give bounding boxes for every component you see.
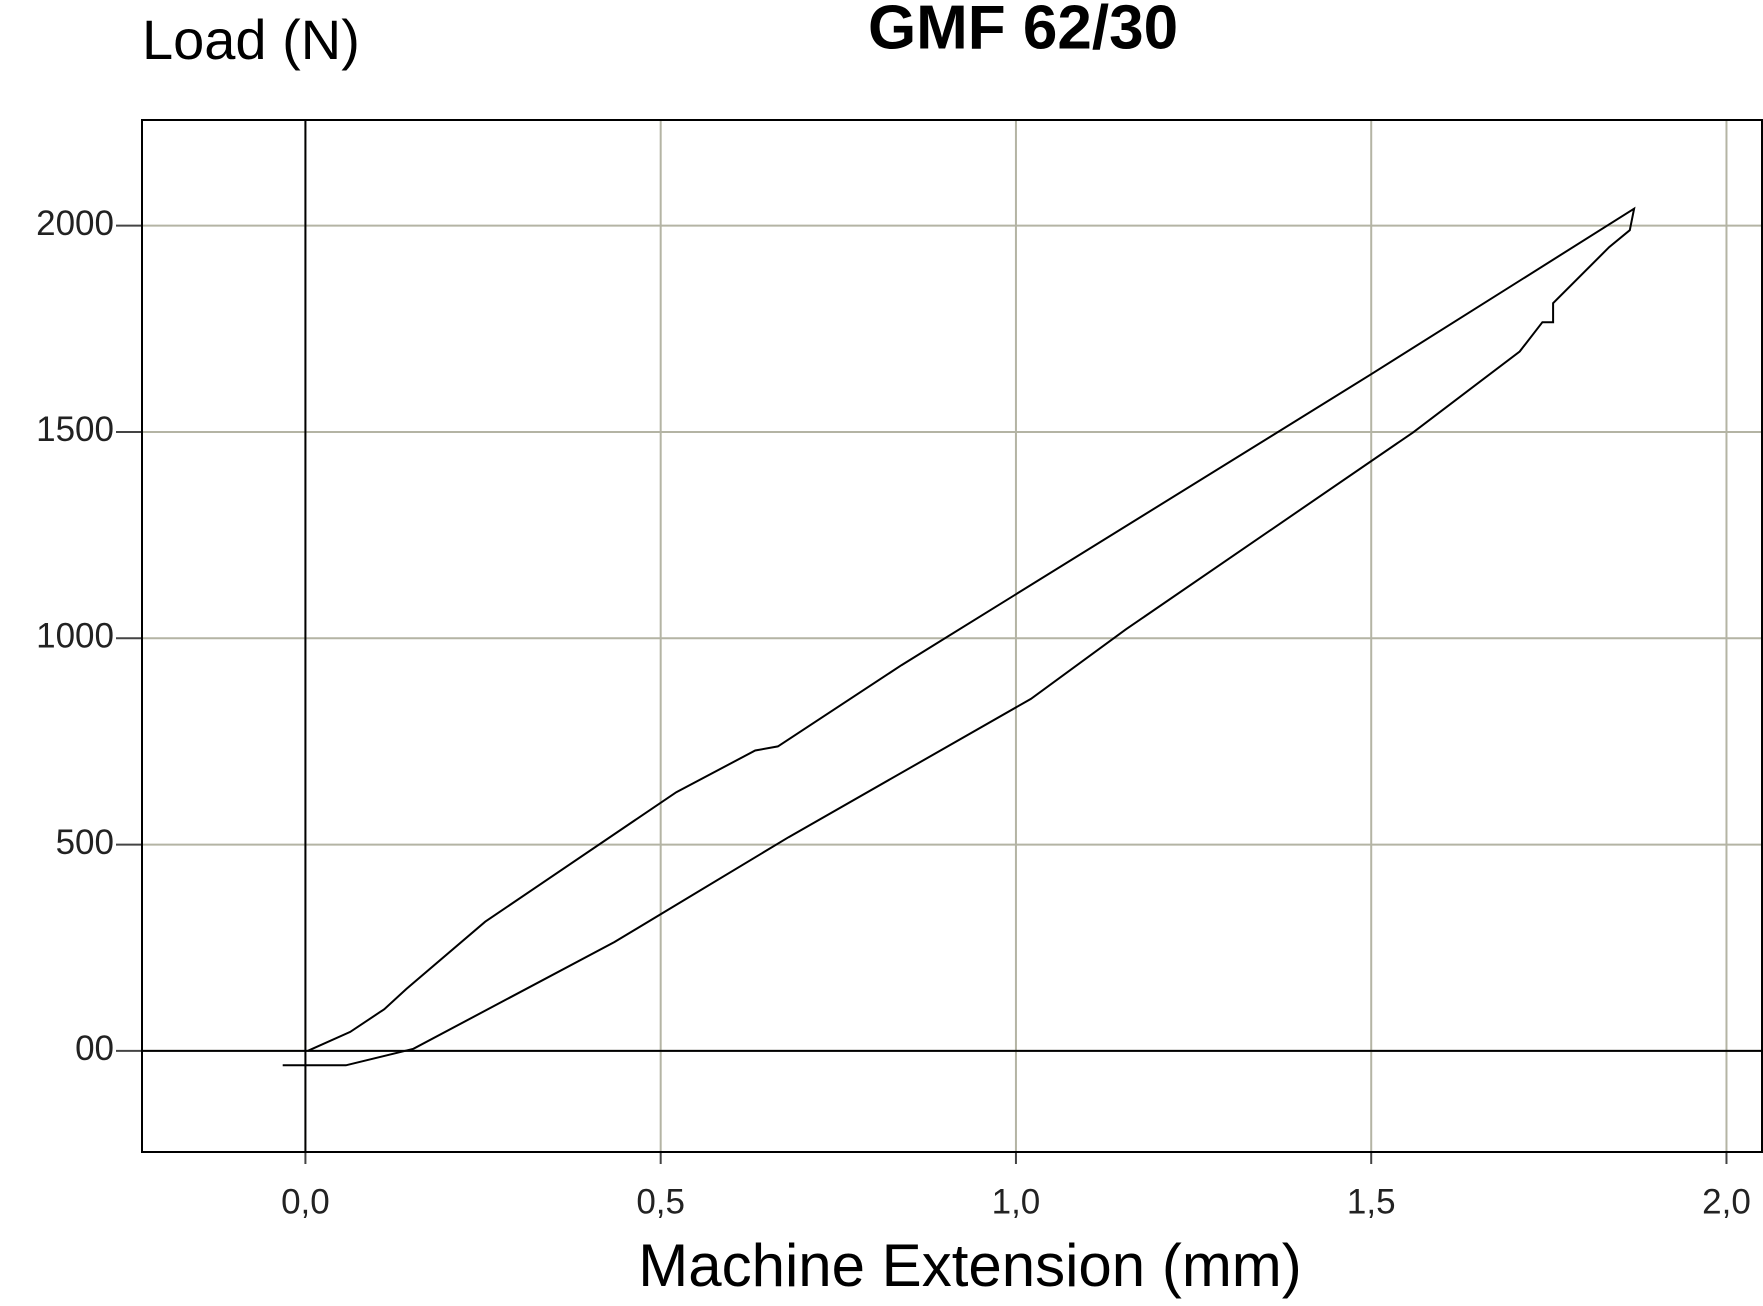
data-line <box>282 206 1636 1067</box>
y-tick-label: 500 <box>56 823 114 862</box>
y-tick-label: 00 <box>75 1029 114 1068</box>
y-tick-label: 1500 <box>36 410 114 449</box>
y-tick-label: 1000 <box>36 617 114 656</box>
plot-frame <box>141 119 1763 1153</box>
x-tick-label: 0,0 <box>281 1182 330 1221</box>
x-tick-label: 2,0 <box>1702 1182 1751 1221</box>
x-tick-label: 0,5 <box>636 1182 685 1221</box>
x-tick-label: 1,5 <box>1347 1182 1396 1221</box>
y-tick-label: 2000 <box>36 204 114 243</box>
x-axis-title: Machine Extension (mm) <box>638 1232 1302 1299</box>
x-tick-label: 1,0 <box>992 1182 1041 1221</box>
y-axis-title: Load (N) <box>142 8 360 71</box>
chart-title: GMF 62/30 <box>868 0 1178 62</box>
